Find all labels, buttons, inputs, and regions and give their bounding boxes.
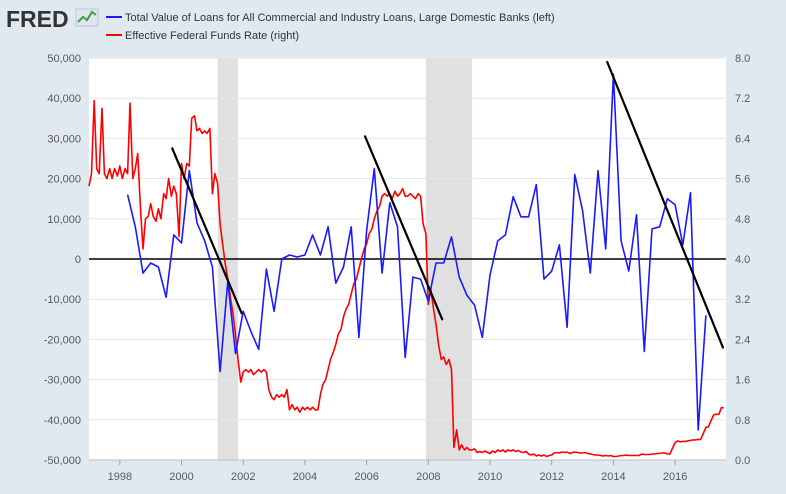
x-tick-label-3: 2004 (293, 471, 317, 483)
y-left-tick-label-10: 50,000 (47, 53, 81, 65)
line-chart-icon (75, 8, 99, 27)
trend-line-1 (363, 135, 444, 321)
y-axis-right: 0.0 0.8 1.6 2.4 3.2 4.0 4.8 5.6 6.4 7.2 8.0 (735, 53, 750, 467)
y-right-tick-label-10: 8.0 (735, 53, 750, 65)
y-left-tick-label-7: 20,000 (47, 174, 81, 186)
x-tick-label-8: 2014 (601, 471, 625, 483)
x-tick-label-5: 2008 (416, 471, 440, 483)
x-axis: 1998 2000 2002 2004 2006 2008 2010 2012 2014 2016 (89, 459, 726, 483)
x-tick-label-4: 2006 (354, 471, 378, 483)
fred-logo: FRED (6, 6, 69, 32)
x-tick-label-6: 2010 (478, 471, 502, 483)
y-right-tick-label-3: 2.4 (735, 334, 750, 346)
y-right-tick-label-1: 0.8 (735, 415, 750, 427)
y-left-tick-label-0: -50,000 (44, 455, 81, 467)
y-left-tick-label-4: -10,000 (44, 294, 81, 306)
legend-label-loans: Total Value of Loans for All Commercial … (125, 12, 555, 24)
trend-lines (171, 60, 725, 349)
y-axis-left: -50,000 -40,000 -30,000 -20,000 -10,000 0 10,0… (44, 53, 81, 467)
y-left-tick-label-6: 10,000 (47, 214, 81, 226)
y-right-tick-label-8: 6.4 (735, 133, 750, 145)
legend-label-fedfunds: Effective Federal Funds Rate (right) (125, 30, 299, 42)
y-left-tick-label-2: -30,000 (44, 375, 81, 387)
x-tick-label-1: 2000 (169, 471, 193, 483)
series-line-fedfunds (88, 99, 724, 458)
x-tick-label-7: 2012 (539, 471, 563, 483)
y-left-tick-label-1: -40,000 (44, 415, 81, 427)
y-right-tick-label-7: 5.6 (735, 174, 750, 186)
y-left-tick-label-8: 30,000 (47, 133, 81, 145)
trend-line-2 (606, 60, 725, 349)
y-right-tick-label-9: 7.2 (735, 93, 750, 105)
y-left-tick-label-5: 0 (75, 254, 81, 266)
y-right-tick-label-4: 3.2 (735, 294, 750, 306)
y-right-tick-label-2: 1.6 (735, 375, 750, 387)
y-right-tick-label-6: 4.8 (735, 214, 750, 226)
x-tick-label-0: 1998 (108, 471, 132, 483)
y-left-tick-label-9: 40,000 (47, 93, 81, 105)
x-tick-label-2: 2002 (231, 471, 255, 483)
plot-area (88, 57, 726, 461)
legend: Total Value of Loans for All Commercial … (106, 12, 555, 42)
header: FRED (6, 6, 99, 32)
y-left-tick-label-3: -20,000 (44, 334, 81, 346)
y-right-tick-label-5: 4.0 (735, 254, 750, 266)
x-tick-label-9: 2016 (663, 471, 687, 483)
series-line-loans (126, 73, 707, 431)
trend-line-0 (171, 147, 243, 315)
y-right-tick-label-0: 0.0 (735, 455, 750, 467)
